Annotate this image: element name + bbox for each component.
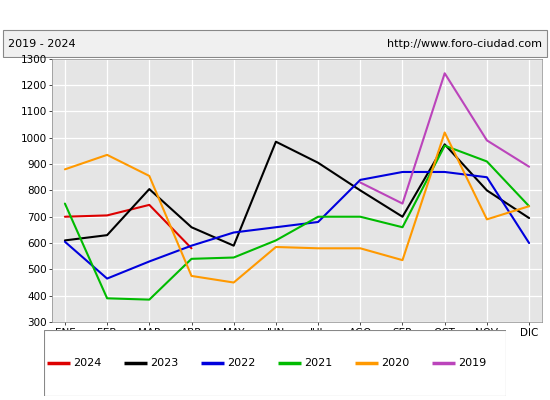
Text: 2023: 2023 [150,358,179,368]
Text: 2024: 2024 [73,358,102,368]
FancyBboxPatch shape [44,330,506,396]
Text: http://www.foro-ciudad.com: http://www.foro-ciudad.com [387,39,542,49]
Text: 2021: 2021 [304,358,333,368]
Text: 2020: 2020 [381,358,410,368]
FancyBboxPatch shape [3,30,547,57]
Text: 2019: 2019 [458,358,487,368]
Text: Evolucion Nº Turistas Nacionales en el municipio de Polinyà: Evolucion Nº Turistas Nacionales en el m… [57,7,493,23]
Text: 2019 - 2024: 2019 - 2024 [8,39,76,49]
Text: 2022: 2022 [227,358,256,368]
